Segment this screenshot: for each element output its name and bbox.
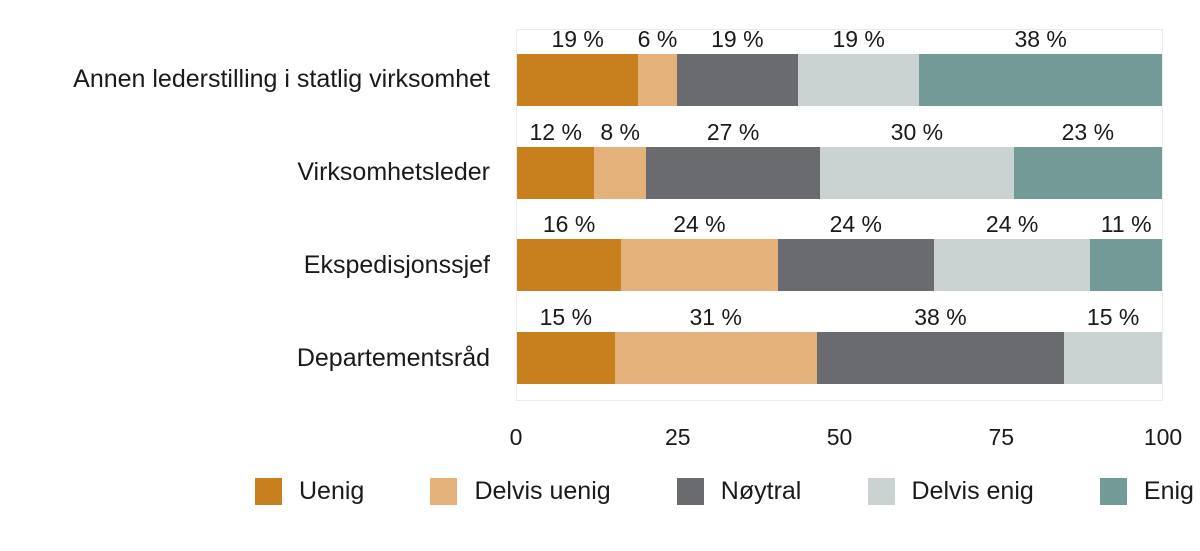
value-label: 23 %	[1061, 118, 1115, 145]
legend-swatch-n-ytral	[676, 477, 704, 505]
bar-row-virksomhetsleder: 12 % 8 % 27 % 30 % 23 %	[517, 118, 1162, 216]
bar-segment-enig	[1090, 239, 1162, 291]
value-label: 24 %	[829, 211, 882, 237]
legend-label-uenig: Uenig	[299, 476, 365, 505]
bar-row-departementsr-d: 15 % 31 % 38 % 15 %	[517, 303, 1163, 401]
legend-label-n-ytral: Nøytral	[720, 476, 802, 505]
stacked-bar	[517, 54, 1163, 106]
x-tick-label-25: 25	[664, 424, 691, 450]
bar-segment-uenig	[517, 239, 622, 291]
legend: Uenig Delvis uenig Nøytral Delvis enig Enig	[255, 474, 1194, 508]
bar-segment-delvis-enig	[798, 54, 920, 106]
value-label: 6 %	[637, 26, 678, 52]
value-label: 27 %	[706, 118, 760, 145]
x-tick-label-75: 75	[988, 424, 1015, 450]
legend-label-delvis-enig: Delvis enig	[911, 476, 1034, 505]
legend-item-delvis-enig: Delvis enig	[867, 476, 1034, 506]
x-axis: 0 25 50 75 100	[510, 422, 1183, 452]
value-label: 38 %	[1014, 26, 1067, 52]
value-label: 11 %	[1100, 211, 1152, 237]
value-label: 19 %	[551, 26, 604, 52]
value-labels-row: 12 % 8 % 27 % 30 % 23 %	[517, 118, 1162, 147]
value-label: 24 %	[985, 211, 1039, 237]
value-label: 19 %	[832, 26, 885, 52]
bar-segment-enig	[919, 54, 1163, 106]
legend-swatch-enig	[1099, 477, 1127, 505]
bar-segment-delvis-uenig	[594, 146, 646, 199]
value-label: 16 %	[542, 211, 596, 237]
category-label-virksomhetsleder: Virksomhetsleder	[297, 157, 490, 186]
value-label: 31 %	[689, 303, 742, 330]
category-label-ekspedisjonssjef: Ekspedisjonssjef	[303, 250, 490, 279]
value-labels-row: 19 % 6 % 19 % 19 % 38 %	[517, 26, 1162, 54]
bar-segment-uenig	[517, 331, 615, 384]
value-label: 38 %	[914, 303, 967, 330]
value-label: 24 %	[673, 211, 726, 237]
stacked-bar	[517, 146, 1162, 199]
legend-item-delvis-uenig: Delvis uenig	[430, 476, 611, 506]
legend-label-enig: Enig	[1143, 476, 1194, 505]
value-labels-row: 15 % 31 % 38 % 15 %	[517, 303, 1162, 332]
legend-swatch-delvis-enig	[867, 477, 895, 505]
bar-segment-uenig	[517, 146, 595, 199]
bar-segment-uenig	[517, 54, 639, 106]
bar-row-ekspedisjonssjef: 16 % 24 % 24 % 24 % 11 %	[517, 211, 1162, 308]
value-label: 15 %	[539, 303, 593, 330]
legend-item-n-ytral: Nøytral	[676, 476, 802, 506]
legend-label-delvis-uenig: Delvis uenig	[474, 476, 611, 505]
bar-segment-delvis-enig	[933, 239, 1091, 291]
bar-segment-n-ytral	[816, 331, 1065, 384]
stacked-bar	[517, 331, 1163, 384]
value-label: 15 %	[1086, 303, 1140, 330]
value-label: 30 %	[890, 118, 944, 145]
legend-swatch-delvis-uenig	[430, 477, 458, 505]
stacked-bar	[517, 239, 1162, 291]
legend-swatch-uenig	[255, 477, 282, 505]
legend-item-uenig: Uenig	[255, 477, 364, 506]
value-label: 12 %	[529, 118, 582, 145]
bar-segment-delvis-uenig	[621, 239, 778, 291]
x-tick-label-100: 100	[1143, 424, 1183, 450]
category-label-departementsr-d: Departementsråd	[296, 343, 490, 372]
bar-segment-delvis-uenig	[638, 54, 677, 106]
bar-segment-delvis-enig	[820, 146, 1014, 199]
bar-segment-n-ytral	[676, 54, 798, 106]
bar-segment-n-ytral	[646, 146, 821, 199]
x-tick-label-0: 0	[509, 424, 523, 450]
value-labels-row: 16 % 24 % 24 % 24 % 11 %	[517, 211, 1162, 239]
plot-area: 19 % 6 % 19 % 19 % 38 % 12 % 8 % 27 % 30 % 23 % 16…	[516, 26, 1163, 401]
value-label: 8 %	[600, 118, 641, 145]
category-label-annen-lederstilling-i-statlig-virksomhet: Annen lederstilling i statlig virksomhet	[73, 64, 490, 93]
value-label: 19 %	[711, 26, 764, 52]
bar-row-annen-lederstilling-i-statlig-virksomhet: 19 % 6 % 19 % 19 % 38 %	[517, 26, 1163, 123]
legend-item-enig: Enig	[1099, 476, 1194, 506]
bar-segment-enig	[1013, 146, 1162, 199]
bar-segment-n-ytral	[777, 239, 934, 291]
bar-segment-delvis-enig	[1064, 331, 1163, 384]
x-tick-label-50: 50	[826, 424, 853, 450]
bar-segment-delvis-uenig	[614, 331, 817, 384]
